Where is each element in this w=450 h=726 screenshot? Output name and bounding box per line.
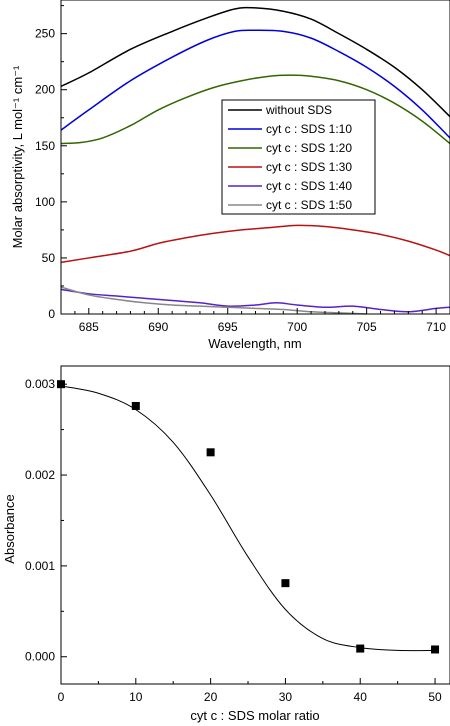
series-line-0 xyxy=(60,6,450,118)
legend-label: cyt c : SDS 1:40 xyxy=(266,179,352,193)
y-tick-label: 150 xyxy=(35,139,55,153)
top-x-axis-title: Wavelength, nm xyxy=(208,336,301,351)
data-point xyxy=(281,579,290,588)
series-line-2 xyxy=(60,74,450,145)
series-line-1 xyxy=(60,29,450,139)
y-tick-label: 0.002 xyxy=(25,468,55,482)
legend-label: cyt c : SDS 1:20 xyxy=(266,141,352,155)
bottom-fit-curve-group xyxy=(60,385,436,652)
data-point xyxy=(206,448,215,457)
x-tick-label: 695 xyxy=(218,320,238,334)
legend-label: cyt c : SDS 1:10 xyxy=(266,122,352,136)
y-tick-label: 250 xyxy=(35,27,55,41)
bottom-y-ticks: 0.000 0.001 0.002 0.003 xyxy=(25,377,67,664)
y-tick-label: 0.003 xyxy=(25,377,55,391)
x-tick-label: 30 xyxy=(279,690,293,704)
legend-label: cyt c : SDS 1:50 xyxy=(266,198,352,212)
x-tick-label: 0 xyxy=(58,690,65,704)
data-point xyxy=(131,401,140,410)
legend-item-without-sds: without SDS xyxy=(228,103,332,117)
top-chart: 685 690 695 700 705 710 0 50 100 150 200 250 Wavel… xyxy=(10,0,450,351)
x-tick-label: 685 xyxy=(79,320,99,334)
top-y-ticks: 0 50 100 150 200 250 xyxy=(35,5,67,321)
legend-item-1-30: cyt c : SDS 1:30 xyxy=(228,160,352,174)
legend-item-1-20: cyt c : SDS 1:20 xyxy=(228,141,352,155)
top-x-ticks: 685 690 695 700 705 710 xyxy=(60,308,450,334)
x-tick-label: 690 xyxy=(148,320,168,334)
x-tick-label: 40 xyxy=(354,690,368,704)
x-tick-label: 705 xyxy=(357,320,377,334)
data-point xyxy=(431,645,440,654)
x-tick-label: 710 xyxy=(426,320,446,334)
x-tick-label: 20 xyxy=(204,690,218,704)
y-tick-label: 100 xyxy=(35,195,55,209)
bottom-x-axis-title: cyt c : SDS molar ratio xyxy=(190,708,319,723)
legend-item-1-50: cyt c : SDS 1:50 xyxy=(228,198,352,212)
x-tick-label: 700 xyxy=(287,320,307,334)
series-line-5 xyxy=(60,286,367,315)
bottom-x-ticks: 0 10 20 30 40 50 xyxy=(58,678,442,704)
data-point xyxy=(356,644,365,653)
top-plot-lines xyxy=(60,6,450,315)
bottom-plot-frame xyxy=(60,365,450,685)
bottom-points xyxy=(57,380,440,654)
top-legend: without SDS cyt c : SDS 1:10 cyt c : SDS… xyxy=(221,99,376,215)
y-tick-label: 0.001 xyxy=(25,559,55,573)
bottom-y-axis-title: Absorbance xyxy=(2,494,17,563)
y-tick-label: 0 xyxy=(48,307,55,321)
x-tick-label: 50 xyxy=(428,690,442,704)
x-tick-label: 10 xyxy=(129,690,143,704)
series-line-3 xyxy=(60,224,450,264)
legend-item-1-10: cyt c : SDS 1:10 xyxy=(228,122,352,136)
y-tick-label: 0.000 xyxy=(25,650,55,664)
legend-item-1-40: cyt c : SDS 1:40 xyxy=(228,179,352,193)
y-tick-label: 200 xyxy=(35,83,55,97)
bottom-chart: 0 10 20 30 40 50 0.000 0.001 0.002 0.003 cyt c :… xyxy=(2,365,450,723)
legend-label: cyt c : SDS 1:30 xyxy=(266,160,352,174)
legend-label: without SDS xyxy=(265,103,332,117)
fit-curve xyxy=(60,385,436,652)
y-tick-label: 50 xyxy=(42,251,56,265)
top-y-axis-title: Molar absorptivity, L mol⁻¹ cm⁻¹ xyxy=(10,65,25,248)
legend-box xyxy=(221,99,376,215)
